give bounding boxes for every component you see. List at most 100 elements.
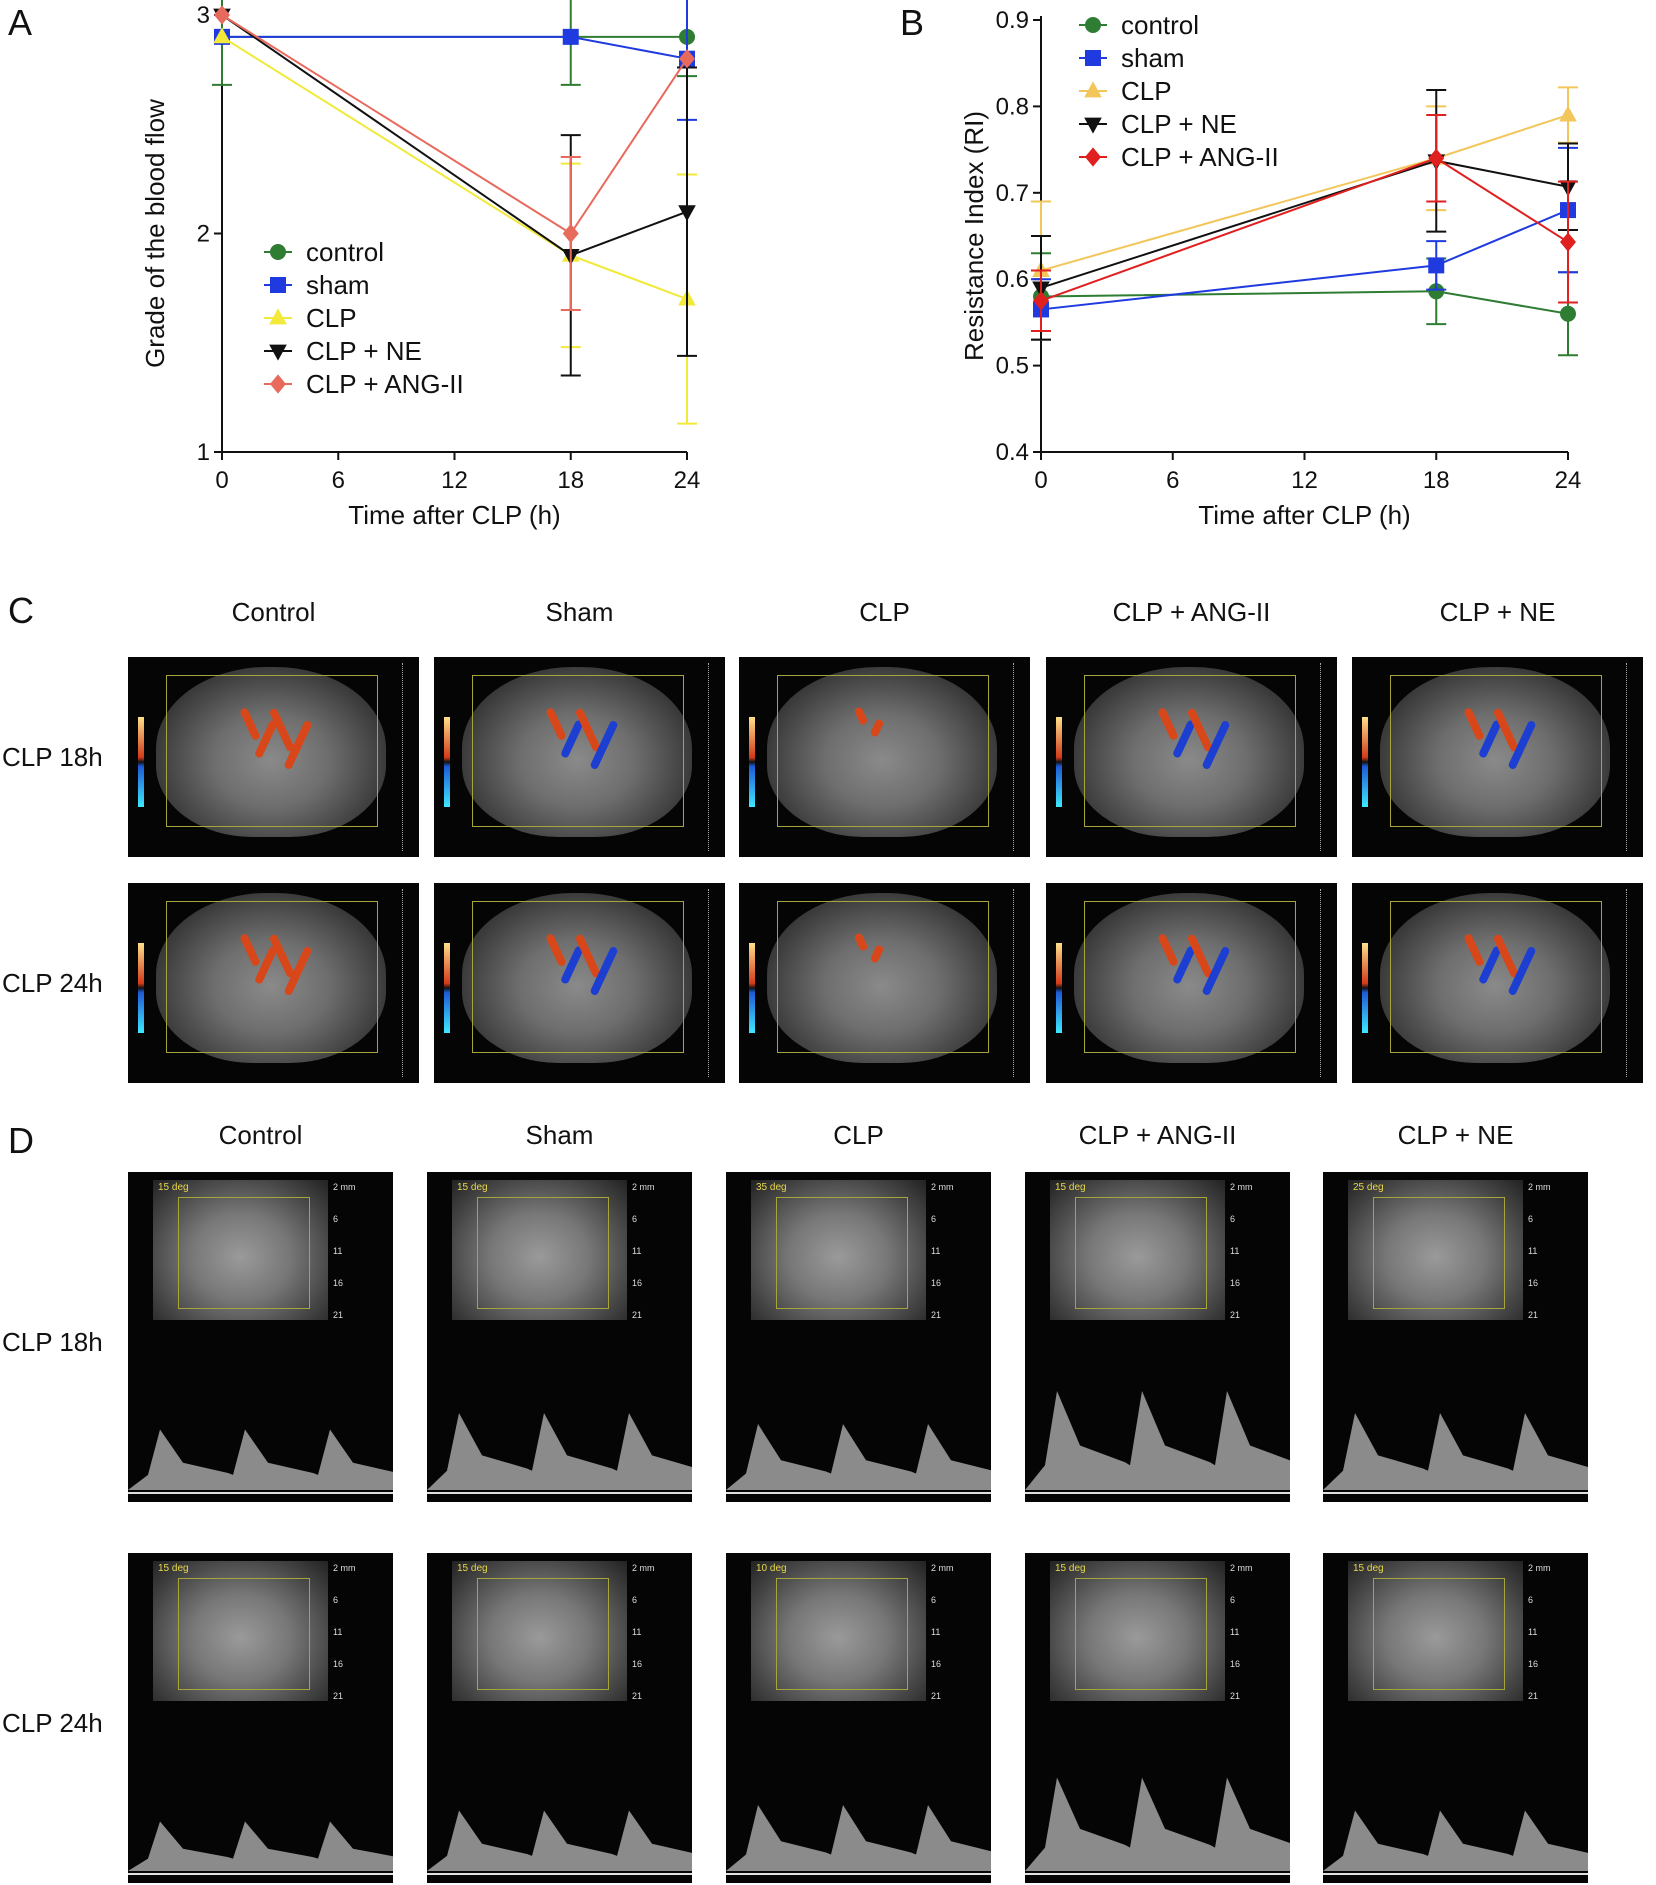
depth-tick-label: 21 (632, 1310, 643, 1320)
spectral-doppler-image: 25 deg 2 mm 6 11 16 21 (1323, 1172, 1588, 1502)
depth-tick-label: 6 (931, 1595, 937, 1605)
doppler-angle-label: 15 deg (1353, 1563, 1384, 1574)
panel-d-column-label: CLP + ANG-II (1078, 1120, 1237, 1150)
y-axis-label: Resistance Index (RI) (959, 111, 989, 361)
x-axis-label: Time after CLP (h) (348, 500, 560, 530)
legend-label: CLP + NE (306, 336, 422, 366)
data-point (1560, 305, 1576, 322)
panel-d-column-label: CLP (833, 1120, 884, 1150)
depth-tick-label: 16 (931, 1659, 942, 1669)
waveform-envelope (1025, 1777, 1290, 1871)
y-tick-label: 0.6 (996, 266, 1029, 293)
series-control (1031, 252, 1578, 357)
panel-c-row-label: CLP 18h (2, 742, 103, 772)
depth-tick-label: 21 (333, 1691, 344, 1701)
panel-c-row-label: CLP 24h (2, 968, 103, 998)
series-line (1040, 290, 1569, 315)
data-point (678, 205, 696, 222)
x-tick-label: 18 (1423, 467, 1450, 494)
depth-tick-label: 21 (931, 1691, 942, 1701)
legend-marker (270, 277, 286, 293)
x-tick-label: 24 (674, 467, 701, 494)
depth-tick-label: 11 (1528, 1627, 1538, 1637)
data-point (679, 49, 695, 69)
ultrasound-image (739, 883, 1030, 1083)
ultrasound-image (128, 883, 419, 1083)
ultrasound-image (434, 657, 725, 857)
data-point (1428, 148, 1445, 168)
series-line (221, 36, 688, 300)
doppler-waveform (726, 1424, 991, 1494)
waveform-envelope (128, 1429, 393, 1490)
depth-tick-label: 11 (333, 1246, 343, 1256)
spectral-doppler-image: 15 deg 2 mm 6 11 16 21 (1025, 1172, 1290, 1502)
doppler-waveform (726, 1805, 991, 1875)
depth-tick-label: 21 (1230, 1691, 1241, 1701)
data-point (213, 27, 231, 44)
data-point (1559, 105, 1577, 122)
ultrasound-image (128, 657, 419, 857)
depth-tick-label: 2 mm (931, 1563, 954, 1573)
depth-tick-label: 6 (632, 1214, 638, 1224)
doppler-waveform (427, 1413, 692, 1494)
spectral-doppler-image: 15 deg 2 mm 6 11 16 21 (1025, 1553, 1290, 1883)
data-point (214, 5, 230, 25)
series-control (212, 0, 697, 86)
legend-entry: sham (1079, 43, 1185, 73)
depth-tick-label: 16 (1528, 1659, 1539, 1669)
series-clp-ne (213, 8, 697, 377)
depth-tick-label: 16 (333, 1278, 344, 1288)
x-tick-label: 6 (332, 467, 345, 494)
depth-tick-label: 6 (1230, 1214, 1236, 1224)
legend-entry: CLP (264, 303, 357, 333)
spectral-doppler-image: 10 deg 2 mm 6 11 16 21 (726, 1553, 991, 1883)
legend-marker (1085, 147, 1101, 167)
panel-letter-c: C (8, 590, 34, 631)
legend-label: CLP (306, 303, 357, 333)
series-line (1040, 159, 1569, 289)
y-axis-label: Grade of the blood flow (140, 99, 170, 368)
depth-tick-label: 16 (1230, 1278, 1241, 1288)
doppler-waveform (1025, 1391, 1290, 1494)
panel-letter-d: D (8, 1120, 34, 1161)
legend-label: CLP + ANG-II (306, 369, 464, 399)
depth-tick-label: 16 (632, 1278, 643, 1288)
legend-marker (1085, 17, 1101, 33)
panel-c-column-label: Control (231, 597, 316, 627)
x-tick-label: 18 (557, 467, 584, 494)
depth-tick-label: 16 (632, 1659, 643, 1669)
ultrasound-image (1046, 883, 1337, 1083)
legend-entry: CLP + NE (264, 336, 422, 366)
data-point (1428, 257, 1445, 274)
legend-marker (269, 308, 287, 325)
panel-c-column-label: CLP (859, 597, 910, 627)
depth-tick-label: 2 mm (1230, 1182, 1253, 1192)
doppler-waveform (1323, 1810, 1588, 1875)
doppler-angle-label: 25 deg (1353, 1182, 1384, 1193)
legend-label: CLP (1121, 76, 1172, 106)
depth-tick-label: 16 (1230, 1659, 1241, 1669)
panel-c-column-label: Sham (545, 597, 614, 627)
y-tick-label: 0.5 (996, 353, 1029, 380)
panel-d-row-label: CLP 18h (2, 1327, 103, 1357)
data-point (562, 223, 579, 244)
depth-tick-label: 11 (632, 1627, 642, 1637)
legend-entry: sham (264, 270, 370, 300)
spectral-doppler-image: 15 deg 2 mm 6 11 16 21 (128, 1172, 393, 1502)
legend-marker (1084, 117, 1102, 134)
x-tick-label: 0 (215, 467, 228, 494)
depth-tick-label: 11 (1528, 1246, 1538, 1256)
depth-tick-label: 6 (333, 1595, 339, 1605)
x-tick-label: 12 (441, 467, 468, 494)
legend-entry: CLP + ANG-II (1079, 142, 1279, 172)
legend-marker (270, 374, 286, 394)
y-tick-label: 1 (197, 439, 210, 466)
y-tick-label: 0.8 (996, 93, 1029, 120)
doppler-waveform (1323, 1413, 1588, 1494)
x-tick-label: 0 (1034, 467, 1047, 494)
x-axis-label: Time after CLP (h) (1198, 500, 1410, 530)
series-clp (213, 27, 697, 425)
depth-tick-label: 2 mm (333, 1563, 356, 1573)
series-clp-ang-ii (214, 5, 695, 311)
